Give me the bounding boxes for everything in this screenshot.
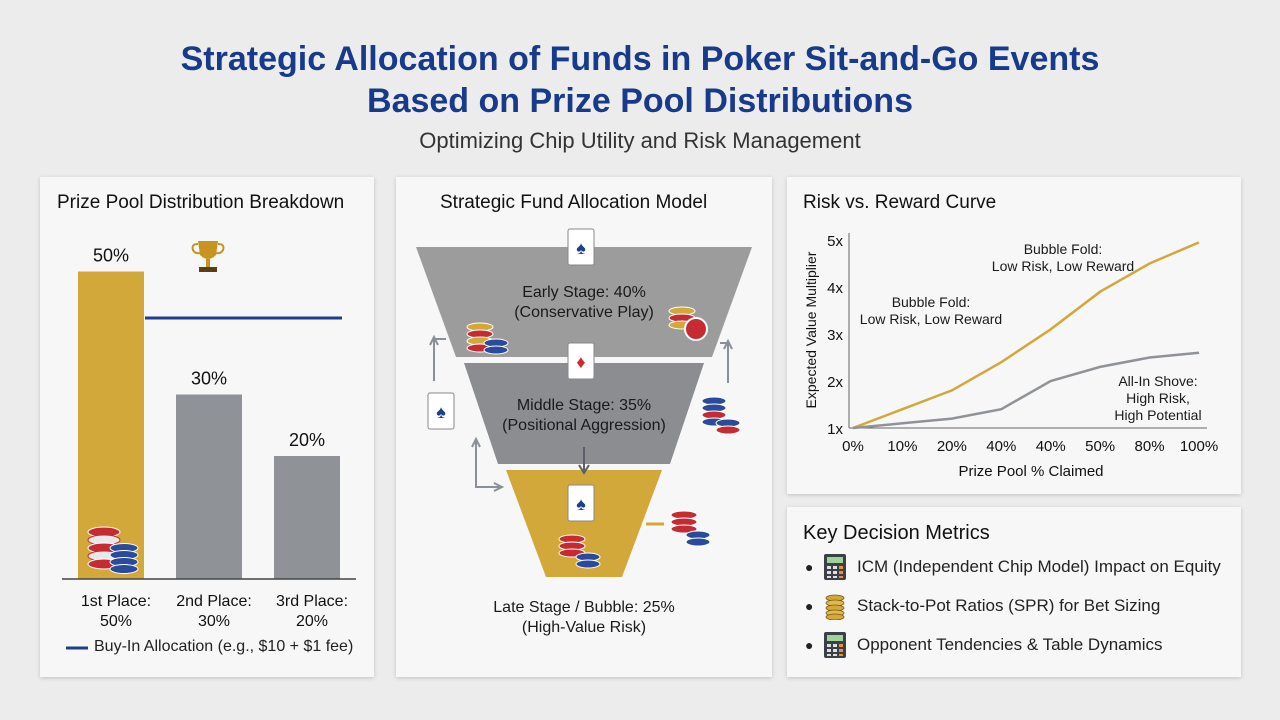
card-diamond-icon: ♦ <box>567 342 595 380</box>
metric-label: ICM (Independent Chip Model) Impact on E… <box>857 557 1221 576</box>
bar-3 <box>274 456 340 579</box>
early-stage-label: Early Stage: 40% (Conservative Play) <box>396 283 772 323</box>
annotation-all-in-shove: All-In Shove: High Risk, High Potential <box>1114 373 1201 423</box>
x-tick-label: 0% <box>842 438 864 455</box>
annotation-line1: All-In Shove: <box>1118 373 1197 389</box>
key-metrics-panel-title: Key Decision Metrics <box>803 522 990 544</box>
x-tick-label: 50% <box>1085 438 1115 455</box>
bullet: ● <box>805 559 814 575</box>
svg-text:♦: ♦ <box>576 352 585 372</box>
svg-text:♠: ♠ <box>576 494 586 514</box>
key-metrics-panel: Key Decision Metrics ● ICM (Independent … <box>787 507 1241 677</box>
bar-value-label: 30% <box>191 369 227 389</box>
y-axis-label: Expected Value Multiplier <box>803 251 819 408</box>
middle-stage-label: Middle Stage: 35% (Positional Aggression… <box>396 396 772 436</box>
card-spade-icon: ♠ <box>567 484 595 522</box>
annotation-line1: Bubble Fold: <box>1024 241 1103 257</box>
early-stage-line1: Early Stage: 40% <box>522 284 646 301</box>
arrow-down-icon <box>578 447 590 475</box>
late-stage-label: Late Stage / Bubble: 25% (High-Value Ris… <box>396 598 772 638</box>
metric-label: Opponent Tendencies & Table Dynamics <box>857 635 1163 654</box>
prize-pool-chart: 50% 1st Place: 50% 30% 2nd Place: 30% 20% 3rd P… <box>62 241 356 650</box>
annotation-bubble-fold-top: Bubble Fold: Low Risk, Low Reward <box>992 241 1134 274</box>
fund-allocation-panel: Strategic Fund Allocation Model ♠ ♦ ♠ ♠ <box>396 177 772 677</box>
card-spade-icon: ♠ <box>427 392 455 430</box>
annotation-line1: Bubble Fold: <box>892 294 971 310</box>
bar-value-label: 20% <box>289 430 325 450</box>
category-label: 20% <box>296 613 328 630</box>
trophy-icon <box>191 241 225 272</box>
x-tick-label: 20% <box>937 438 967 455</box>
x-tick-label: 40% <box>1036 438 1066 455</box>
y-tick-label: 4x <box>827 280 843 297</box>
chip-stack-icon <box>701 396 741 435</box>
funnel-stage-early <box>416 247 752 357</box>
y-tick-label: 5x <box>827 233 843 250</box>
y-tick-label: 1x <box>827 421 843 438</box>
metric-item-icm: ● ICM (Independent Chip Model) Impact on… <box>805 553 1221 581</box>
middle-stage-line2: (Positional Aggression) <box>502 417 666 434</box>
page-title-line2: Based on Prize Pool Distributions <box>367 82 913 120</box>
chip-stack-icon <box>825 594 845 620</box>
funnel-stage-middle <box>464 363 704 464</box>
y-tick-label: 2x <box>827 374 843 391</box>
calculator-icon <box>824 632 846 658</box>
annotation-bubble-fold-mid: Bubble Fold: Low Risk, Low Reward <box>860 294 1002 327</box>
risk-reward-panel: Risk vs. Reward Curve 1x 2x 3x 4x 5x 0% 10% 20%… <box>787 177 1241 494</box>
bar-2 <box>176 394 242 579</box>
svg-text:♠: ♠ <box>436 402 446 422</box>
bullet: ● <box>805 637 814 653</box>
chip-stack-icon <box>668 306 708 341</box>
arrow-up-icon <box>429 334 446 381</box>
category-label: 50% <box>100 613 132 630</box>
category-label: 30% <box>198 613 230 630</box>
card-spade-icon: ♠ <box>567 228 595 266</box>
annotation-line2: Low Risk, Low Reward <box>860 311 1002 327</box>
chip-stack-icon <box>558 534 601 569</box>
arrow-loop-icon <box>471 436 505 492</box>
category-label: 1st Place: <box>81 593 151 610</box>
risk-reward-chart: 1x 2x 3x 4x 5x 0% 10% 20% 40% 40% 50% 80% 100% Expec… <box>803 233 1218 480</box>
bullet: ● <box>805 598 814 614</box>
x-tick-label: 100% <box>1180 438 1218 455</box>
x-tick-label: 40% <box>986 438 1016 455</box>
x-tick-label: 10% <box>887 438 917 455</box>
late-stage-line1: Late Stage / Bubble: 25% <box>493 599 675 616</box>
category-label: 3rd Place: <box>276 593 348 610</box>
metric-item-spr: ● Stack-to-Pot Ratios (SPR) for Bet Sizi… <box>805 592 1160 620</box>
calculator-icon <box>824 554 846 580</box>
category-label: 2nd Place: <box>176 593 252 610</box>
chip-stack-icon <box>670 510 711 547</box>
chip-stack-icon <box>87 526 139 574</box>
y-tick-label: 3x <box>827 327 843 344</box>
early-stage-line2: (Conservative Play) <box>514 304 654 321</box>
metric-label: Stack-to-Pot Ratios (SPR) for Bet Sizing <box>857 596 1161 615</box>
arrow-up-icon <box>720 338 733 383</box>
reward-curve-line <box>852 241 1200 430</box>
risk-reward-panel-title: Risk vs. Reward Curve <box>803 192 997 213</box>
annotation-line3: High Potential <box>1114 407 1201 423</box>
metric-item-opponent: ● Opponent Tendencies & Table Dynamics <box>805 631 1163 659</box>
fund-allocation-panel-title: Strategic Fund Allocation Model <box>440 192 708 213</box>
bar-value-label: 50% <box>93 246 129 266</box>
page-title-line1: Strategic Allocation of Funds in Poker S… <box>180 40 1100 78</box>
risk-curve-line <box>852 351 1200 430</box>
page-title: Strategic Allocation of Funds in Poker S… <box>0 38 1280 122</box>
chip-stack-icon <box>466 322 509 355</box>
x-axis-label: Prize Pool % Claimed <box>958 463 1103 480</box>
svg-text:♠: ♠ <box>576 238 586 258</box>
funnel-diagram: ♠ ♦ ♠ ♠ <box>416 228 752 577</box>
annotation-line2: High Risk, <box>1126 390 1190 406</box>
page-subtitle: Optimizing Chip Utility and Risk Managem… <box>419 128 861 153</box>
prize-pool-panel: Prize Pool Distribution Breakdown 50% 1st… <box>40 177 374 677</box>
legend-label: Buy-In Allocation (e.g., $10 + $1 fee) <box>94 638 354 655</box>
late-stage-line2: (High-Value Risk) <box>521 619 647 636</box>
funnel-stage-late <box>506 470 662 577</box>
middle-stage-line1: Middle Stage: 35% <box>516 397 652 414</box>
prize-pool-panel-title: Prize Pool Distribution Breakdown <box>57 192 345 213</box>
x-tick-label: 80% <box>1135 438 1165 455</box>
annotation-line2: Low Risk, Low Reward <box>992 258 1134 274</box>
